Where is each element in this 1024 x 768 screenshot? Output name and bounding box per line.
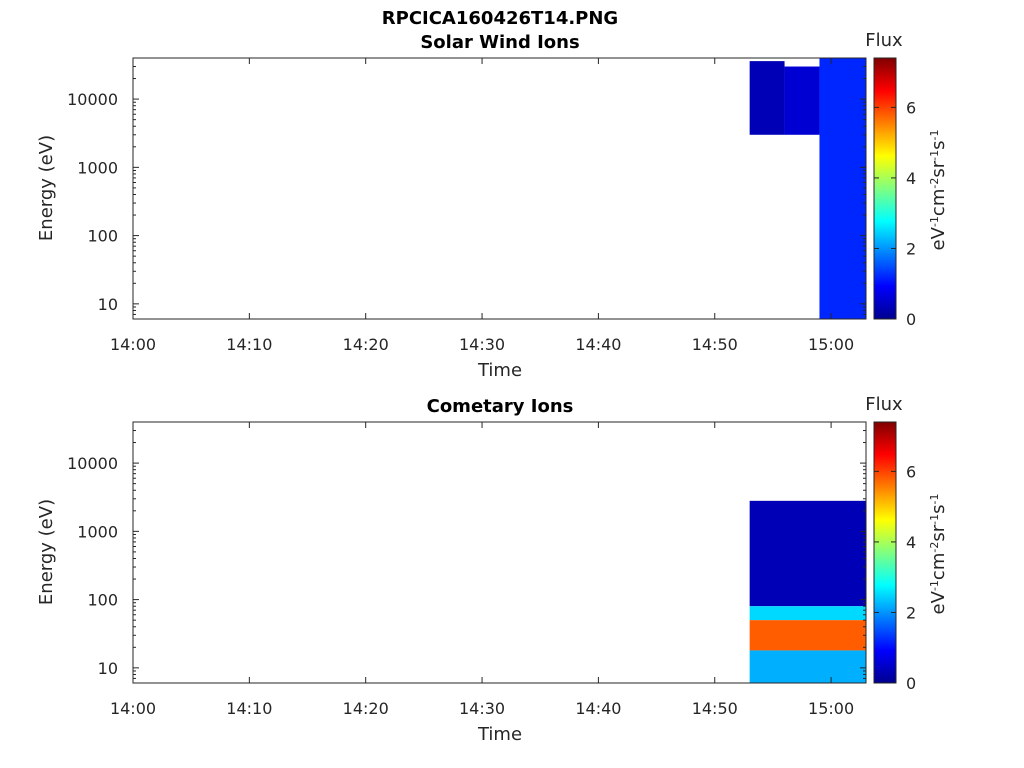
heatmap-cell — [749, 606, 866, 621]
y-axis-label: Energy (eV) — [36, 135, 57, 241]
colorbar-label: Flux — [865, 30, 903, 51]
heatmap-cell — [749, 500, 866, 607]
colorbar-tick-label: 6 — [906, 98, 916, 117]
colorbar-tick-label: 6 — [906, 462, 916, 481]
colorbar — [873, 421, 897, 684]
y-tick-label: 10000 — [67, 90, 118, 109]
y-tick-label: 100 — [87, 227, 118, 246]
heatmap-cell — [749, 620, 866, 651]
colorbar-units: eV-1cm-2sr-1s-1 — [928, 494, 949, 615]
x-tick-label: 14:30 — [459, 335, 505, 354]
heatmap-cell — [784, 66, 820, 135]
colorbar — [873, 57, 897, 320]
heatmap-cells — [749, 58, 866, 319]
x-tick-label: 14:50 — [692, 335, 738, 354]
x-tick-label: 14:00 — [110, 335, 156, 354]
x-axis-label: Time — [477, 360, 522, 381]
x-axis-label: Time — [477, 724, 522, 745]
plot-frame — [132, 57, 867, 320]
x-tick-label: 14:20 — [343, 335, 389, 354]
colorbar-tick-label: 2 — [906, 603, 916, 622]
figure-title: RPCICA160426T14.PNG — [382, 8, 618, 29]
colorbar-tick-label: 0 — [906, 674, 916, 693]
colorbar-label: Flux — [865, 394, 903, 415]
x-tick-label: 15:00 — [808, 699, 854, 718]
heatmap-cells — [749, 500, 866, 683]
colorbar-tick-label: 4 — [906, 533, 916, 552]
colorbar-tick-label: 4 — [906, 169, 916, 188]
chart-title: Solar Wind Ions — [420, 32, 579, 53]
y-tick-label: 1000 — [77, 158, 118, 177]
x-tick-label: 14:40 — [575, 699, 621, 718]
x-tick-label: 14:50 — [692, 699, 738, 718]
y-tick-label: 100 — [87, 591, 118, 610]
heatmap-cell — [819, 58, 866, 319]
heatmap-cell — [749, 61, 785, 135]
y-tick-label: 1000 — [77, 522, 118, 541]
colorbar-tick-label: 0 — [906, 310, 916, 329]
x-tick-label: 14:30 — [459, 699, 505, 718]
x-tick-label: 14:10 — [226, 335, 272, 354]
colorbar-tick-label: 2 — [906, 239, 916, 258]
panel-cometary-ions: Cometary Ions Flux Time Energy (eV) eV-1… — [36, 394, 949, 745]
heatmap-cell — [749, 650, 866, 683]
colorbar-units: eV-1cm-2sr-1s-1 — [928, 130, 949, 251]
x-tick-label: 14:00 — [110, 699, 156, 718]
y-axis-label: Energy (eV) — [36, 499, 57, 605]
panel-solar-wind-ions: Solar Wind Ions Flux Time Energy (eV) eV… — [36, 30, 949, 381]
y-tick-label: 10 — [98, 295, 118, 314]
x-tick-label: 14:40 — [575, 335, 621, 354]
chart-title: Cometary Ions — [427, 396, 574, 417]
x-tick-label: 15:00 — [808, 335, 854, 354]
x-tick-label: 14:10 — [226, 699, 272, 718]
x-tick-label: 14:20 — [343, 699, 389, 718]
plot-frame — [132, 421, 867, 684]
y-tick-label: 10000 — [67, 454, 118, 473]
y-tick-label: 10 — [98, 659, 118, 678]
